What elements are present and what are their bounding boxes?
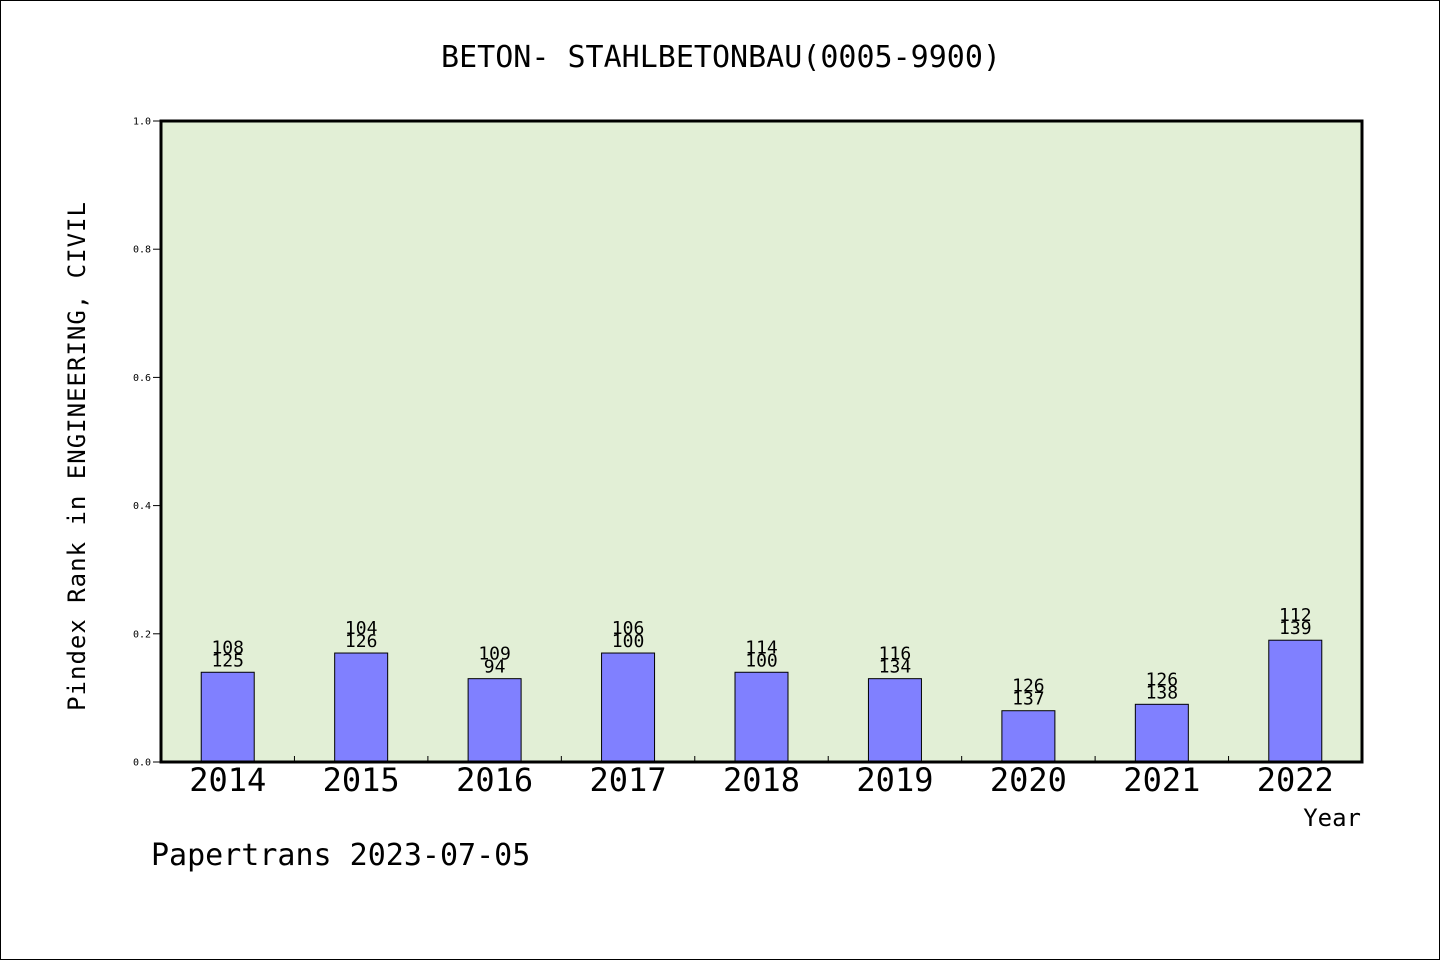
bar (334, 652, 389, 763)
y-tick-label: 0.2 (133, 629, 151, 640)
bar-rank-label: 106 (612, 618, 645, 639)
y-tick-label: 1.0 (133, 117, 151, 128)
bar-rank-label: 126 (1012, 676, 1045, 697)
y-tick-label: 0.8 (133, 245, 151, 256)
bar-total-label: 139 (1279, 618, 1312, 639)
bar-total-label: 137 (1012, 689, 1045, 710)
y-tick-label: 0.4 (133, 501, 151, 512)
bar-total-label: 94 (484, 657, 506, 678)
bar-rank-label: 109 (478, 644, 511, 665)
x-tick-label: 2019 (856, 761, 933, 799)
x-axis-label: Year (1303, 804, 1361, 832)
bar (734, 671, 789, 763)
y-tick-label: 0.0 (133, 758, 151, 769)
bar-rank-label: 112 (1279, 605, 1312, 626)
bars-layer (200, 639, 1323, 763)
x-tick-label: 2016 (456, 761, 533, 799)
bar (467, 678, 522, 763)
bar (867, 678, 922, 763)
bar (601, 652, 656, 763)
bar-rank-label: 104 (345, 618, 378, 639)
bar-total-label: 138 (1146, 682, 1179, 703)
bar-total-label: 126 (345, 631, 378, 652)
bar-total-label: 125 (211, 650, 244, 671)
bar-total-label: 134 (879, 657, 912, 678)
bar-rank-label: 108 (211, 637, 244, 658)
footer-text: Papertrans 2023-07-05 (151, 838, 530, 873)
x-tick-label: 2021 (1123, 761, 1200, 799)
bar-rank-label: 126 (1146, 669, 1179, 690)
bar (1134, 703, 1189, 763)
x-tick-label: 2017 (590, 761, 667, 799)
bar (1001, 710, 1056, 763)
x-tick-label: 2022 (1257, 761, 1334, 799)
bar (1268, 639, 1323, 763)
y-axis: 0.0 0.2 0.4 0.6 0.8 1.0 (133, 117, 161, 769)
bar-total-label: 100 (612, 631, 645, 652)
bar-rank-label: 114 (745, 637, 778, 658)
plot-border (159, 119, 1364, 764)
x-axis: 2014 2015 2016 2017 2018 2019 2020 2021 2022 (189, 756, 1334, 799)
bar (200, 671, 255, 763)
bar-rank-label: 116 (879, 644, 912, 665)
y-axis-label: Pindex Rank in ENGINEERING, CIVIL (63, 201, 91, 711)
x-tick-label: 2014 (189, 761, 266, 799)
x-tick-label: 2020 (990, 761, 1067, 799)
y-tick-label: 0.6 (133, 373, 151, 384)
x-tick-label: 2018 (723, 761, 800, 799)
chart-title: BETON- STAHLBETONBAU(0005-9900) (441, 40, 1001, 75)
bar-total-label: 100 (745, 650, 778, 671)
x-tick-label: 2015 (323, 761, 400, 799)
